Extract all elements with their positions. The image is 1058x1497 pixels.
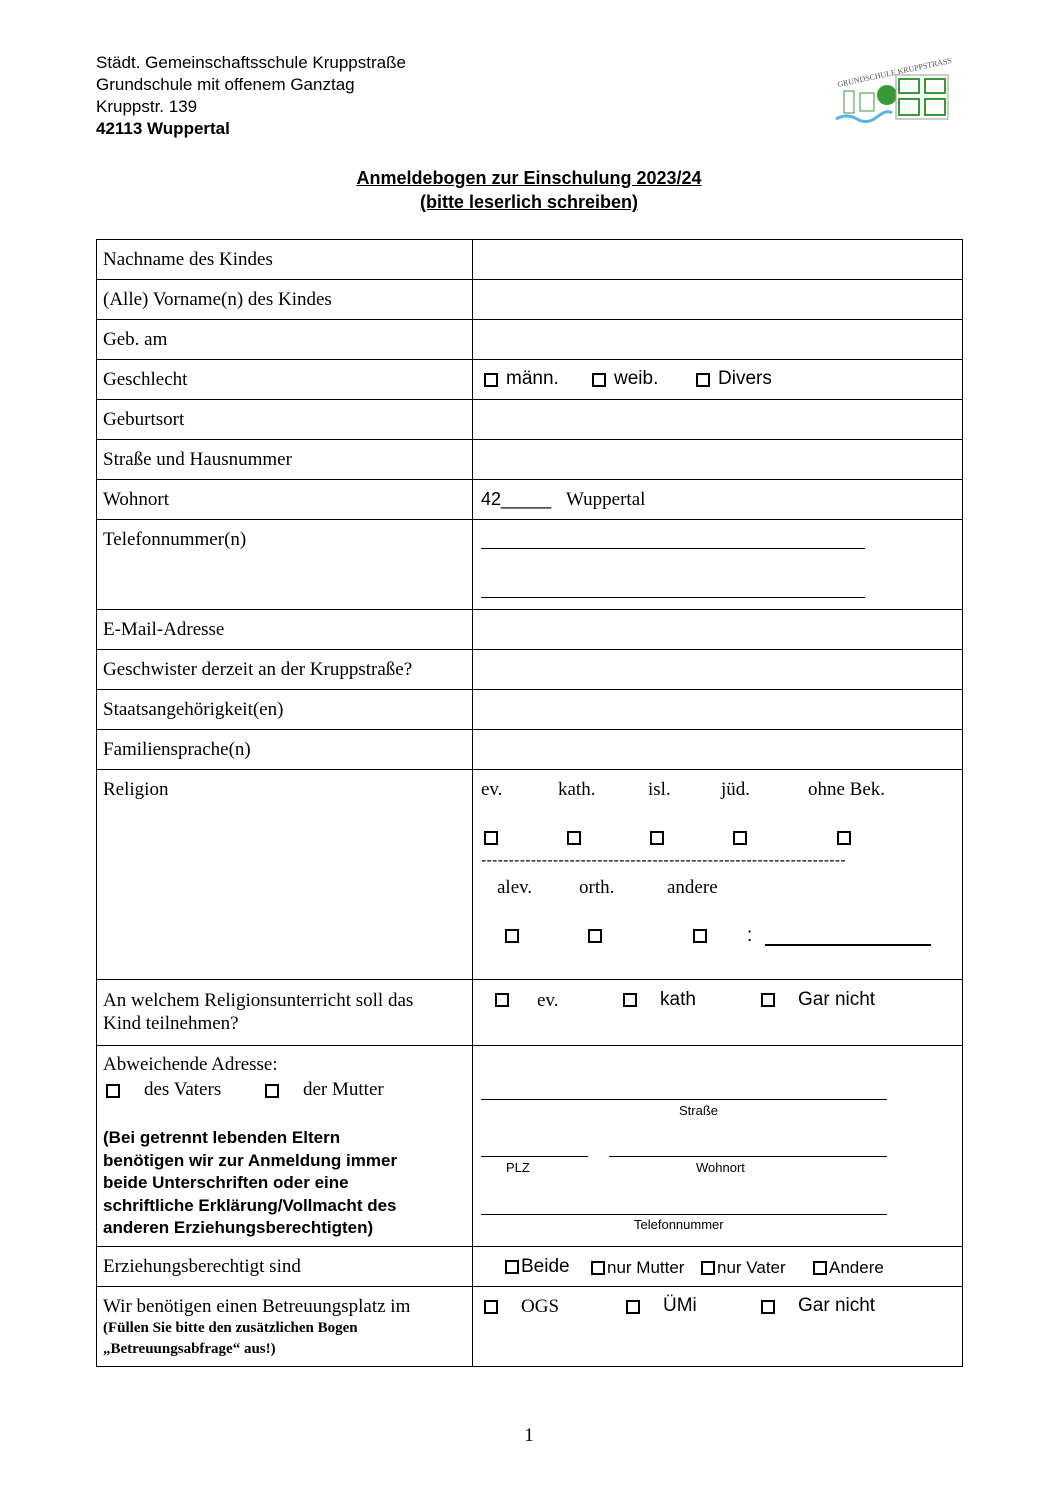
option-weibl: weib. — [614, 368, 659, 389]
religion-andere: andere — [667, 877, 718, 898]
checkbox-ru-kath[interactable] — [623, 993, 637, 1007]
wohnort-city: Wuppertal — [566, 489, 646, 510]
religion-ev: ev. — [481, 779, 503, 800]
abw-telefon-label: Telefonnummer — [634, 1217, 724, 1232]
religion-orth: orth. — [579, 877, 615, 898]
religion-alev: alev. — [497, 877, 533, 898]
religion-ohne: ohne Bek. — [808, 779, 886, 800]
checkbox-ru-gar-nicht[interactable] — [761, 993, 775, 1007]
checkbox-betr-gar-nicht[interactable] — [761, 1300, 775, 1314]
label-abw: Abweichende Adresse: — [103, 1054, 278, 1075]
wohnort-plz[interactable]: 42_____ — [481, 489, 552, 509]
form-subtitle: (bitte leserlich schreiben) — [419, 192, 639, 212]
checkbox-weibl[interactable] — [592, 373, 606, 387]
checkbox-religion-ohne[interactable] — [837, 831, 851, 845]
religion-jued: jüd. — [721, 779, 751, 800]
checkbox-ru-ev[interactable] — [495, 993, 509, 1007]
ru-ev: ev. — [537, 990, 559, 1011]
checkbox-ogs[interactable] — [484, 1300, 498, 1314]
label-ru-2: Kind teilnehmen? — [103, 1013, 239, 1034]
betr-gar-nicht: Gar nicht — [798, 1295, 876, 1316]
school-subtitle: Grundschule mit offenem Ganztag — [96, 75, 355, 94]
religion-separator: ----------------------------------------… — [481, 852, 846, 869]
ru-gar-nicht: Gar nicht — [798, 989, 876, 1010]
betr-uemi: ÜMi — [663, 1295, 697, 1316]
checkbox-vater[interactable] — [106, 1084, 120, 1098]
label-geschlecht: Geschlecht — [103, 369, 188, 390]
checkbox-religion-isl[interactable] — [650, 831, 664, 845]
label-email: E-Mail-Adresse — [103, 619, 225, 640]
checkbox-religion-kath[interactable] — [567, 831, 581, 845]
abw-telefon-line[interactable] — [481, 1214, 887, 1215]
abw-vater: des Vaters — [144, 1079, 222, 1100]
checkbox-mutter[interactable] — [265, 1084, 279, 1098]
abw-wohnort-line[interactable] — [609, 1156, 887, 1157]
checkbox-religion-ev[interactable] — [484, 831, 498, 845]
label-telefon: Telefonnummer(n) — [103, 529, 247, 550]
ru-kath: kath — [660, 989, 696, 1010]
erz-nur-vater: nur Vater — [717, 1258, 786, 1277]
erz-nur-mutter: nur Mutter — [607, 1258, 685, 1277]
checkbox-andere[interactable] — [813, 1261, 827, 1275]
label-sprache: Familiensprache(n) — [103, 739, 251, 760]
checkbox-beide[interactable] — [505, 1260, 519, 1274]
betr-ogs: OGS — [521, 1296, 560, 1317]
abw-plz-label: PLZ — [506, 1160, 530, 1175]
checkbox-divers[interactable] — [696, 373, 710, 387]
checkbox-nur-vater[interactable] — [701, 1261, 715, 1275]
checkbox-uemi[interactable] — [626, 1300, 640, 1314]
religion-colon: : — [747, 925, 753, 946]
abw-strasse-line[interactable] — [481, 1099, 887, 1100]
school-logo: GRUNDSCHULE KRUPPSTRASSE — [835, 55, 952, 124]
page-number: 1 — [524, 1425, 534, 1446]
school-city: 42113 Wuppertal — [96, 119, 230, 138]
option-maennl: männ. — [506, 368, 559, 389]
label-strasse: Straße und Hausnummer — [103, 449, 292, 470]
label-erz: Erziehungsberechtigt sind — [103, 1256, 301, 1277]
religion-andere-line[interactable] — [765, 944, 931, 946]
option-divers: Divers — [718, 368, 772, 389]
checkbox-religion-andere[interactable] — [693, 929, 707, 943]
abw-plz-line[interactable] — [481, 1156, 588, 1157]
abw-mutter: der Mutter — [303, 1079, 384, 1100]
abw-wohnort-label: Wohnort — [696, 1160, 745, 1175]
label-ru-1: An welchem Religionsunterricht soll das — [103, 990, 414, 1011]
label-wohnort: Wohnort — [103, 489, 170, 510]
checkbox-religion-orth[interactable] — [588, 929, 602, 943]
label-betr: Wir benötigen einen Betreuungsplatz im — [103, 1296, 411, 1317]
label-vorname: (Alle) Vorname(n) des Kindes — [103, 289, 332, 310]
erz-andere: Andere — [829, 1258, 884, 1277]
checkbox-maennl[interactable] — [484, 373, 498, 387]
form-title: Anmeldebogen zur Einschulung 2023/24 — [356, 168, 702, 188]
telefon-line-1[interactable] — [481, 548, 865, 549]
school-street: Kruppstr. 139 — [96, 97, 198, 116]
religion-kath: kath. — [558, 779, 596, 800]
label-religion: Religion — [103, 779, 169, 800]
telefon-line-2[interactable] — [481, 597, 865, 598]
school-name: Städt. Gemeinschaftsschule Kruppstraße — [96, 53, 406, 72]
betr-note-1: (Füllen Sie bitte den zusätzlichen Bogen — [103, 1320, 358, 1336]
betr-note-2: „Betreuungsabfrage“ aus!) — [103, 1341, 276, 1357]
religion-isl: isl. — [648, 779, 671, 800]
abw-strasse-label: Straße — [679, 1103, 719, 1118]
label-nachname: Nachname des Kindes — [103, 249, 273, 270]
erz-beide: Beide — [521, 1256, 570, 1277]
label-staat: Staatsangehörigkeit(en) — [103, 699, 284, 720]
label-geburtsort: Geburtsort — [103, 409, 185, 430]
checkbox-religion-alev[interactable] — [505, 929, 519, 943]
checkbox-religion-jued[interactable] — [733, 831, 747, 845]
abw-note: (Bei getrennt lebenden Eltern benötigen w… — [103, 1128, 398, 1237]
label-geschwister: Geschwister derzeit an der Kruppstraße? — [103, 659, 413, 680]
checkbox-nur-mutter[interactable] — [591, 1261, 605, 1275]
label-geb: Geb. am — [103, 329, 168, 350]
